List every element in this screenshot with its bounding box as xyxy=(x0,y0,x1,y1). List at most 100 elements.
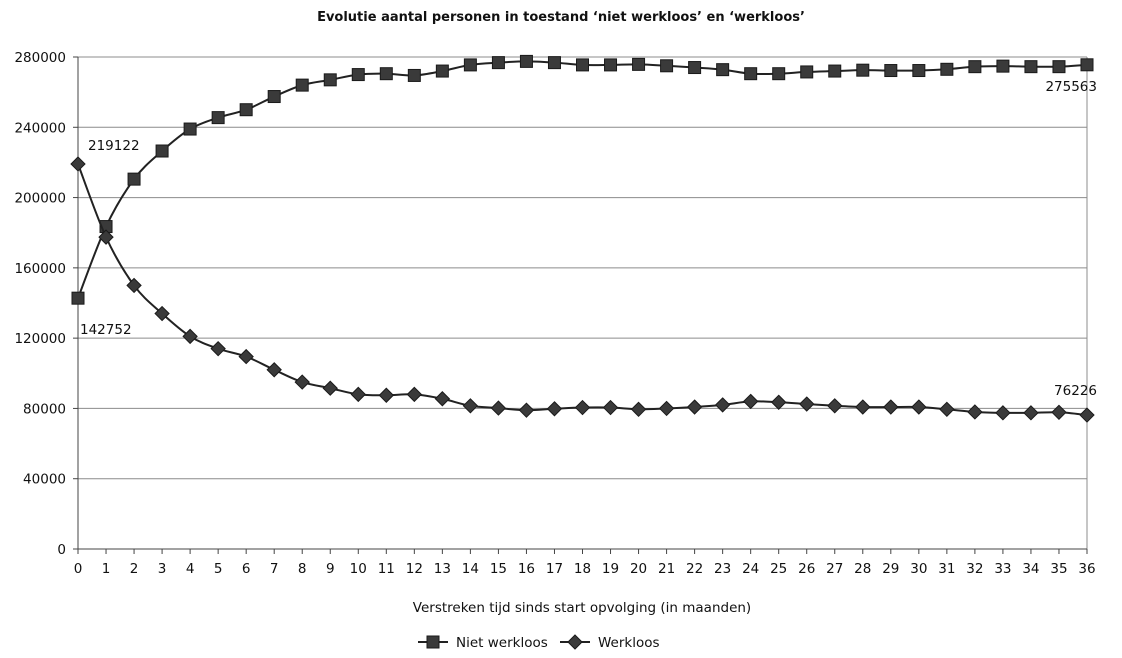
data-point-square xyxy=(407,68,421,82)
data-point-diamond xyxy=(98,229,114,245)
x-axis-ticks: 0 1 2 3 4 5 6 7 8 9 10 11 12 13 14 15 16 17 18 19 20 21 22 23 24… xyxy=(74,549,1096,577)
x-tick-label: 6 xyxy=(242,561,251,577)
data-point-diamond xyxy=(182,328,198,345)
data-point-diamond xyxy=(686,399,703,415)
data-point-diamond xyxy=(883,399,899,415)
legend: Niet werkloos Werkloos xyxy=(418,634,660,651)
series-werkloos xyxy=(70,156,1095,423)
data-point-square xyxy=(912,64,926,78)
data-point-square xyxy=(519,54,533,68)
data-label: 76226 xyxy=(1054,383,1097,399)
data-point-diamond xyxy=(714,397,731,413)
x-tick-label: 32 xyxy=(966,561,983,577)
x-tick-label: 12 xyxy=(406,561,423,577)
data-point-square xyxy=(604,58,618,72)
legend-item-werkloos: Werkloos xyxy=(560,634,660,651)
data-point-diamond xyxy=(322,380,338,396)
data-point-diamond xyxy=(967,404,983,420)
data-point-diamond xyxy=(518,402,535,418)
x-tick-label: 8 xyxy=(298,561,307,577)
data-point-diamond xyxy=(799,396,815,412)
data-point-square xyxy=(1052,60,1066,74)
data-point-diamond xyxy=(630,401,647,418)
x-tick-label: 3 xyxy=(158,561,167,577)
data-point-square xyxy=(660,59,674,73)
x-tick-label: 30 xyxy=(910,561,927,577)
y-axis-ticks: 0 40000 80000 120000 160000 200000 240000 28000… xyxy=(14,50,78,558)
y-tick-label: 240000 xyxy=(14,120,66,136)
x-tick-label: 22 xyxy=(686,561,703,577)
data-point-diamond xyxy=(434,391,451,407)
x-tick-label: 33 xyxy=(994,561,1011,577)
data-point-diamond xyxy=(378,387,395,403)
data-label: 142752 xyxy=(80,322,132,338)
x-tick-label: 27 xyxy=(826,561,843,577)
data-point-diamond xyxy=(350,386,366,403)
x-tick-label: 20 xyxy=(630,561,647,577)
data-point-square xyxy=(1080,58,1094,72)
x-tick-label: 14 xyxy=(462,561,479,577)
gridlines xyxy=(78,56,1088,549)
data-point-diamond xyxy=(855,399,871,415)
data-point-square xyxy=(828,64,842,78)
y-tick-label: 200000 xyxy=(14,191,66,207)
data-point-square xyxy=(183,122,197,136)
data-point-square xyxy=(576,58,589,72)
x-tick-label: 15 xyxy=(490,561,507,577)
series-niet-werkloos xyxy=(71,54,1094,305)
chart-title: Evolutie aantal personen in toestand ‘ni… xyxy=(317,10,805,25)
x-tick-label: 34 xyxy=(1022,561,1039,577)
data-point-square xyxy=(155,144,169,158)
data-point-square xyxy=(1024,60,1038,74)
data-point-diamond xyxy=(939,401,955,418)
x-tick-label: 10 xyxy=(350,561,367,577)
data-label: 275563 xyxy=(1045,79,1097,95)
data-point-diamond xyxy=(770,394,787,410)
data-point-diamond xyxy=(574,399,591,416)
data-point-diamond xyxy=(1051,404,1067,421)
x-tick-label: 29 xyxy=(882,561,899,577)
legend-item-niet-werkloos: Niet werkloos xyxy=(418,635,548,651)
data-point-square xyxy=(211,111,225,125)
y-tick-label: 120000 xyxy=(14,331,66,347)
data-point-diamond xyxy=(658,400,675,417)
x-tick-label: 19 xyxy=(602,561,619,577)
data-point-square xyxy=(379,67,393,81)
data-point-square xyxy=(772,67,786,81)
data-point-diamond xyxy=(602,399,619,416)
x-tick-label: 17 xyxy=(546,561,563,577)
data-point-square xyxy=(632,57,646,71)
data-point-square xyxy=(491,56,505,70)
axes xyxy=(77,57,1087,550)
data-point-square xyxy=(127,172,141,186)
data-point-diamond xyxy=(406,386,423,403)
data-point-square xyxy=(71,291,85,305)
data-point-square xyxy=(996,59,1010,73)
data-point-diamond xyxy=(154,305,170,322)
x-axis-label: Verstreken tijd sinds start opvolging (i… xyxy=(413,600,751,616)
data-point-diamond xyxy=(462,398,479,414)
x-tick-label: 9 xyxy=(326,561,335,577)
data-label: 219122 xyxy=(88,138,140,154)
data-point-diamond xyxy=(266,362,282,378)
x-tick-label: 13 xyxy=(434,561,451,577)
x-tick-label: 31 xyxy=(938,561,955,577)
x-tick-label: 11 xyxy=(378,561,395,577)
data-point-square xyxy=(295,78,309,92)
data-point-square xyxy=(716,63,730,77)
data-point-diamond xyxy=(126,277,142,294)
y-tick-label: 160000 xyxy=(14,261,66,277)
x-tick-label: 1 xyxy=(102,561,111,577)
x-tick-label: 2 xyxy=(130,561,139,577)
y-tick-label: 280000 xyxy=(14,50,66,66)
x-tick-label: 24 xyxy=(742,561,759,577)
x-tick-label: 5 xyxy=(214,561,223,577)
data-point-diamond xyxy=(742,393,759,410)
data-point-square xyxy=(856,63,870,77)
data-point-square xyxy=(547,56,561,70)
data-point-diamond xyxy=(70,156,86,172)
legend-marker-square xyxy=(426,635,440,649)
data-point-diamond xyxy=(490,400,507,416)
